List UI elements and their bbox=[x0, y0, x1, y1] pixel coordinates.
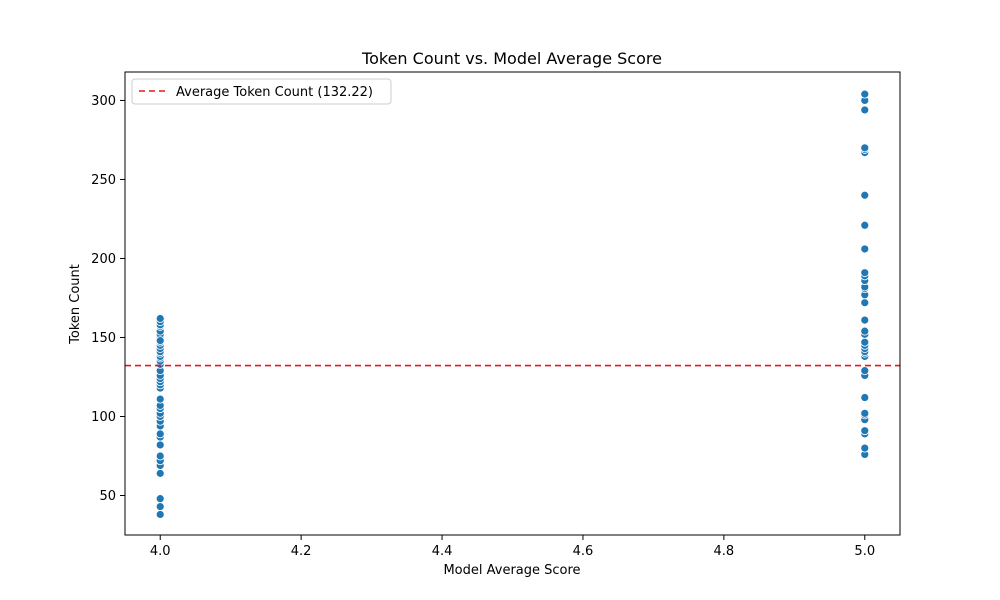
data-point bbox=[860, 89, 870, 99]
chart-title: Token Count vs. Model Average Score bbox=[361, 49, 662, 68]
plot-area-frame bbox=[124, 71, 901, 536]
data-point bbox=[860, 426, 870, 436]
data-point bbox=[860, 244, 870, 254]
data-point bbox=[860, 268, 870, 278]
y-tick-label: 250 bbox=[91, 173, 116, 188]
data-point bbox=[860, 337, 870, 347]
data-point bbox=[860, 443, 870, 453]
y-tick-label: 50 bbox=[99, 489, 116, 504]
data-point bbox=[155, 429, 165, 439]
legend-box bbox=[131, 78, 392, 105]
data-points bbox=[155, 89, 870, 519]
x-tick-label: 4.4 bbox=[432, 544, 453, 559]
legend: Average Token Count (132.22) bbox=[131, 78, 392, 105]
x-tick-label: 4.0 bbox=[150, 544, 171, 559]
data-point bbox=[155, 494, 165, 504]
data-point bbox=[155, 336, 165, 346]
y-tick-label: 200 bbox=[91, 252, 116, 267]
data-point bbox=[155, 510, 165, 519]
x-tick-label: 4.6 bbox=[573, 544, 594, 559]
x-tick-label: 4.2 bbox=[291, 544, 312, 559]
data-point bbox=[155, 502, 165, 511]
data-point bbox=[155, 394, 165, 404]
data-point bbox=[860, 326, 870, 336]
data-point bbox=[860, 366, 870, 376]
data-point bbox=[860, 220, 870, 230]
data-point bbox=[860, 315, 870, 325]
data-point bbox=[860, 393, 870, 402]
y-tick-label: 300 bbox=[91, 94, 116, 109]
data-point bbox=[860, 143, 870, 153]
data-point bbox=[860, 105, 870, 115]
data-point bbox=[860, 298, 870, 308]
x-axis-label: Model Average Score bbox=[443, 563, 580, 578]
data-point bbox=[860, 190, 870, 200]
x-tick-label: 4.8 bbox=[714, 544, 735, 559]
data-point bbox=[155, 314, 165, 323]
y-tick-label: 150 bbox=[91, 331, 116, 346]
x-tick-label: 5.0 bbox=[854, 544, 875, 559]
data-point bbox=[155, 468, 165, 478]
x-axis: 4.0 4.2 4.4 4.6 4.8 5.0 bbox=[150, 535, 875, 559]
y-axis-label: Token Count bbox=[68, 264, 83, 345]
legend-label: Average Token Count (132.22) bbox=[176, 85, 373, 100]
y-axis: 50 100 150 200 250 300 bbox=[91, 94, 125, 504]
data-point bbox=[155, 451, 165, 461]
y-tick-label: 100 bbox=[91, 410, 116, 425]
data-point bbox=[155, 440, 165, 450]
data-point bbox=[860, 408, 870, 418]
